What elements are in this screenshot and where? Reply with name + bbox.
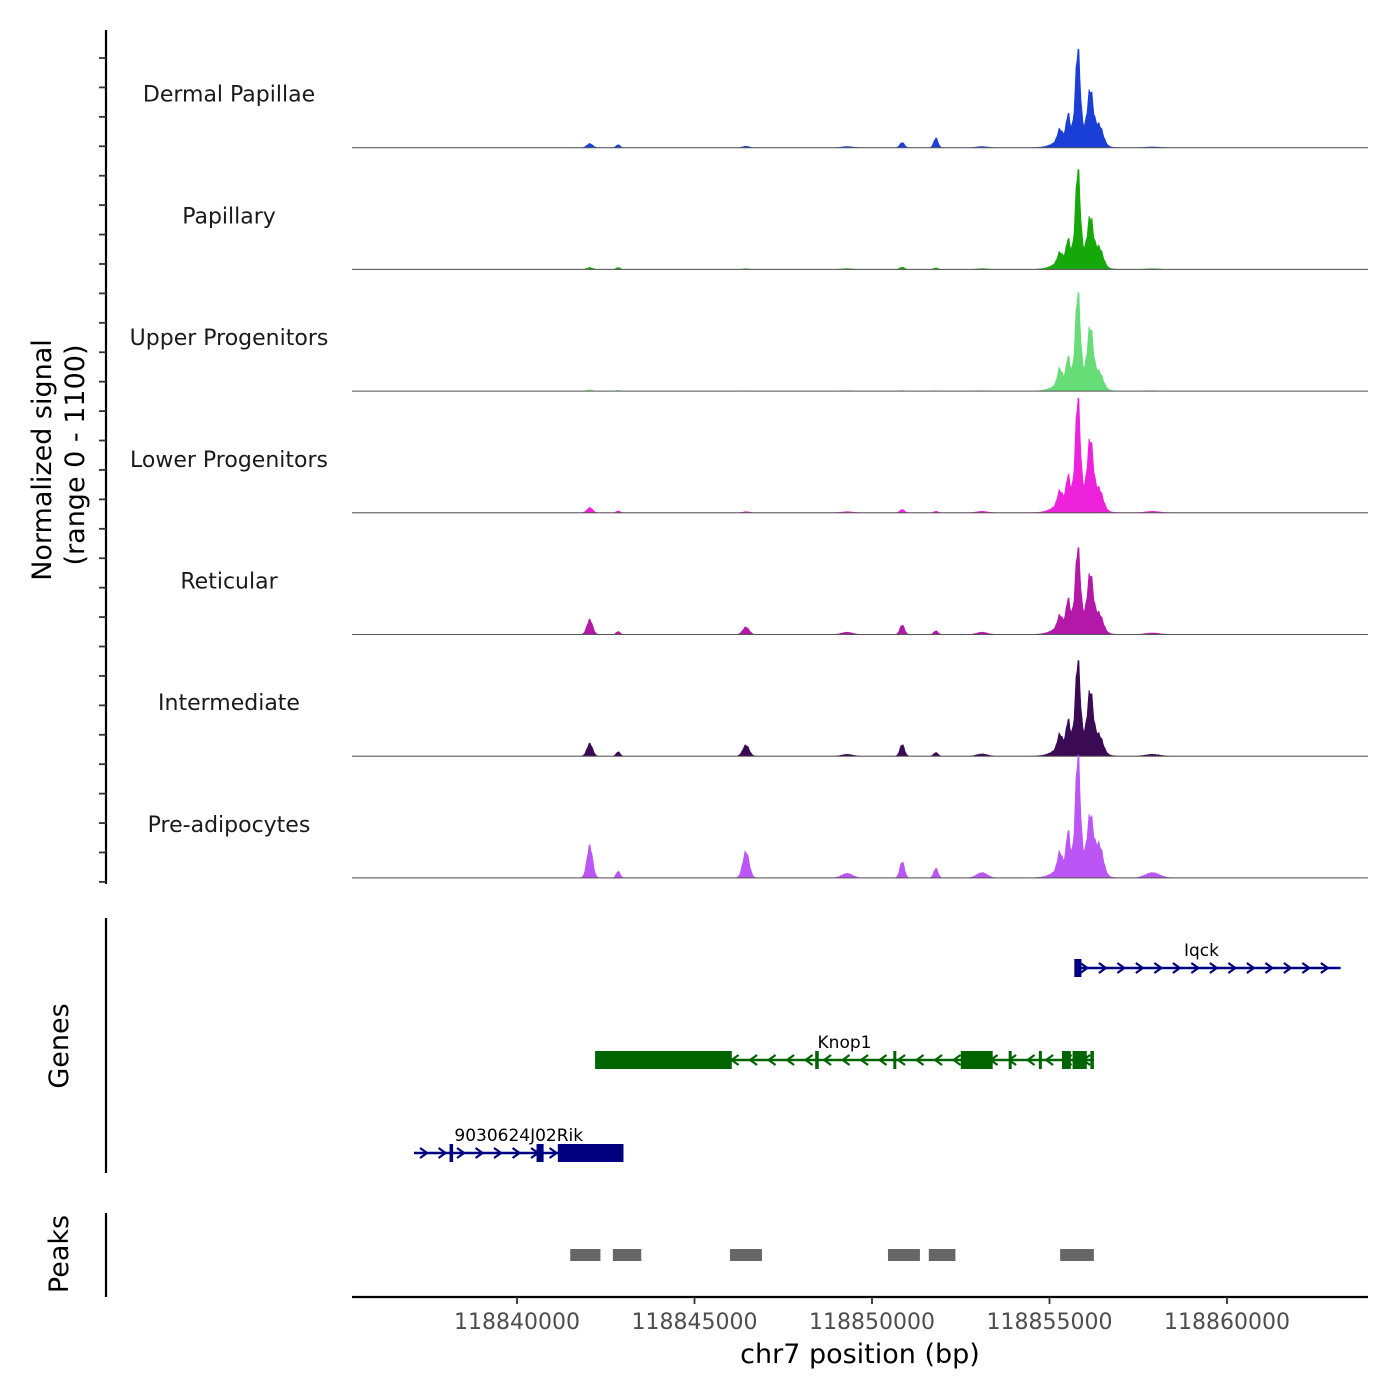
coverage-track: Dermal Papillae [143,48,1368,149]
strand-arrow [1098,962,1108,974]
gene-exon [568,1144,624,1162]
strand-arrow [1209,962,1219,974]
x-axis: 118840000 118845000 118850000 118855000 1188… [352,1295,1368,1335]
strand-arrow [785,1054,795,1066]
strand-arrow [456,1147,466,1159]
track-label: Pre-adipocytes [148,813,311,838]
strand-arrow [548,1147,559,1159]
coverage-track: Reticular [180,547,1368,635]
track-label: Lower Progenitors [130,448,328,473]
strand-arrow [933,1054,943,1066]
strand-arrow [493,1147,503,1159]
x-tick-label: 118850000 [809,1310,935,1335]
gene-model: 9030624J02Rik [414,1126,624,1162]
gene-exon [1061,1051,1071,1069]
coverage-area [352,168,1368,270]
gene-exon [1038,1051,1042,1069]
gene-model: Iqck [1074,941,1341,977]
coverage-area [352,291,1368,392]
strand-arrow [1301,962,1312,974]
gene-label: Iqck [1184,941,1219,961]
strand-arrow [1025,1054,1036,1066]
track-label: Papillary [182,204,276,229]
strand-arrow [748,1054,758,1066]
gene-label: Knop1 [818,1033,872,1053]
gene-exon [1090,1051,1094,1069]
gene-label: 9030624J02Rik [454,1126,583,1146]
gene-exon [557,1144,571,1162]
x-tick-label: 118840000 [454,1310,580,1335]
x-axis-title: chr7 position (bp) [740,1339,980,1370]
strand-arrow [1283,962,1293,974]
genes-panel: Iqck Knop1 9030624J02Rik [104,918,1341,1173]
strand-arrow [803,1054,814,1066]
coverage-area [352,660,1368,757]
gene-exon [536,1144,544,1162]
gene-exon [449,1144,454,1162]
strand-arrow [474,1147,485,1159]
coverage-track: Papillary [182,168,1368,270]
strand-arrow [1153,962,1164,974]
peak-region [612,1249,642,1261]
x-tick-label: 118845000 [632,1310,758,1335]
peak-region [730,1249,762,1261]
gene-exon [893,1051,897,1069]
track-label: Dermal Papillae [143,83,315,108]
strand-arrow [419,1147,429,1159]
genes-panel-title: Genes [44,1003,75,1088]
coverage-track: Intermediate [158,660,1368,757]
gene-exon [1072,1051,1087,1069]
gene-exon [1008,1051,1012,1069]
gene-exon [960,1051,993,1069]
y-axis-range-label: (range 0 - 1100) [60,345,91,566]
track-label: Intermediate [158,691,300,716]
peaks-panel-title: Peaks [44,1215,75,1293]
coverage-track: Lower Progenitors [130,397,1368,514]
strand-arrow [859,1054,869,1066]
strand-arrow [896,1054,906,1066]
strand-arrow [1172,962,1182,974]
strand-arrow [1264,962,1275,974]
gene-exon [815,1051,819,1069]
strand-arrow [1227,962,1238,974]
gene-model: Knop1 [595,1033,1094,1069]
coverage-panel: Dermal Papillae Papillary Upper Progenitor… [99,30,1368,884]
strand-arrow [766,1054,777,1066]
strand-arrow [1320,962,1330,974]
strand-arrow [877,1054,888,1066]
peaks-panel [104,1213,1094,1297]
peak-region [570,1249,601,1261]
coverage-track: Pre-adipocytes [148,754,1368,879]
strand-arrow [1116,962,1127,974]
coverage-area [352,48,1368,148]
strand-arrow [914,1054,925,1066]
strand-arrow [1135,962,1145,974]
coverage-area [352,547,1368,635]
strand-arrow [1246,962,1256,974]
gene-exon [1074,959,1082,977]
strand-arrow [840,1054,851,1066]
track-label: Upper Progenitors [130,326,329,351]
strand-arrow [822,1054,832,1066]
peak-region [1060,1249,1094,1261]
y-axis-title: Normalized signal [27,339,58,581]
peak-region [887,1249,920,1261]
coverage-track: Upper Progenitors [130,291,1368,392]
strand-arrow [1044,1054,1054,1066]
coverage-area [352,397,1368,514]
strand-arrow [1190,962,1201,974]
strand-arrow [1079,962,1090,974]
strand-arrow [511,1147,522,1159]
gene-exon [595,1051,732,1069]
strand-arrow [951,1054,962,1066]
peak-region [928,1249,956,1261]
strand-arrow [437,1147,448,1159]
x-tick-label: 118855000 [987,1310,1113,1335]
coverage-area [352,754,1368,879]
x-tick-label: 118860000 [1164,1310,1290,1335]
track-label: Reticular [180,570,278,595]
